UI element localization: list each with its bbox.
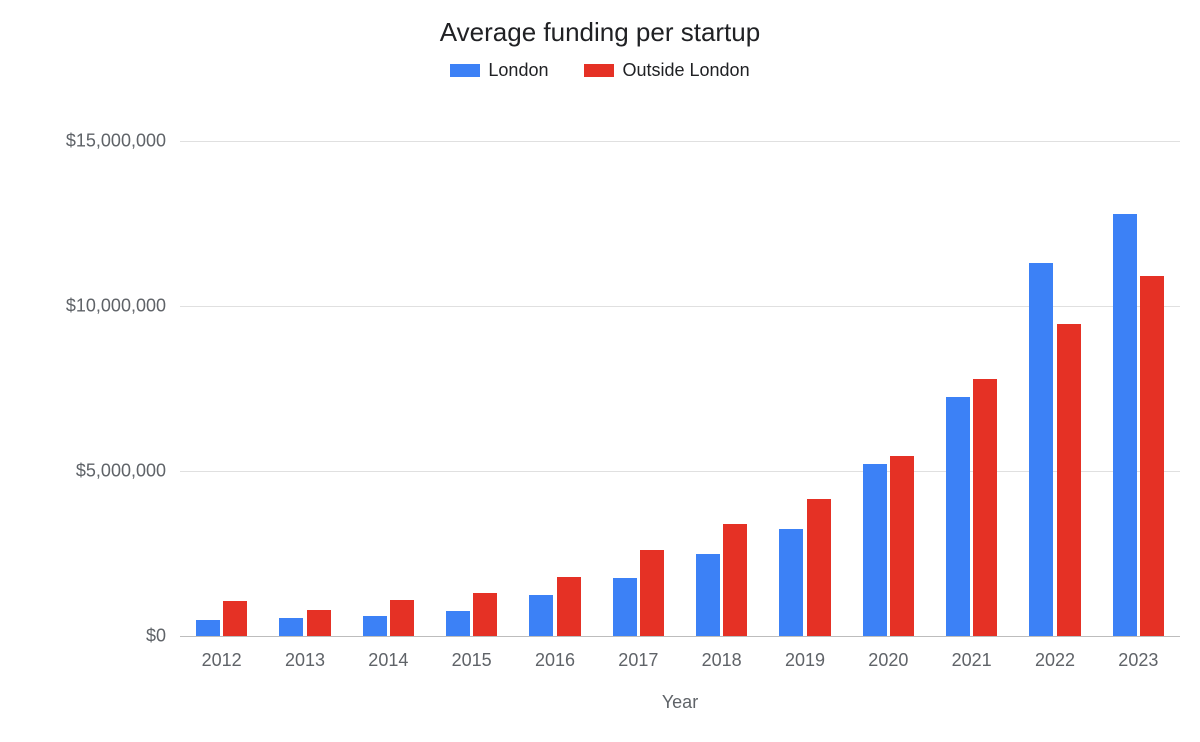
x-tick-label: 2016 [535,650,575,671]
bar [279,618,303,636]
x-tick-label: 2021 [952,650,992,671]
plot-area [180,108,1180,636]
bar [223,601,247,636]
legend-swatch [584,64,614,77]
bar [723,524,747,636]
bar [613,578,637,636]
bar [390,600,414,636]
chart-legend: London Outside London [0,60,1200,81]
bar [807,499,831,636]
bar [1113,214,1137,636]
bar [1140,276,1164,636]
gridline [180,141,1180,142]
y-tick-label: $15,000,000 [0,131,166,152]
bar [307,610,331,636]
legend-swatch [450,64,480,77]
x-tick-label: 2012 [202,650,242,671]
legend-label: London [488,60,548,81]
bar [557,577,581,636]
x-tick-label: 2017 [618,650,658,671]
x-tick-label: 2015 [452,650,492,671]
bar [863,464,887,636]
bar [973,379,997,636]
y-tick-label: $5,000,000 [0,461,166,482]
bar [473,593,497,636]
legend-label: Outside London [622,60,749,81]
bar [890,456,914,636]
bar [446,611,470,636]
y-tick-label: $10,000,000 [0,296,166,317]
bar [946,397,970,636]
bar [529,595,553,636]
bar [779,529,803,636]
x-tick-label: 2013 [285,650,325,671]
legend-item: London [450,60,548,81]
bar [196,620,220,637]
x-axis-baseline [180,636,1180,637]
bar [640,550,664,636]
chart-title: Average funding per startup [0,17,1200,48]
x-tick-label: 2018 [702,650,742,671]
x-tick-label: 2020 [868,650,908,671]
bar [1029,263,1053,636]
bar [363,616,387,636]
x-tick-label: 2022 [1035,650,1075,671]
x-tick-label: 2014 [368,650,408,671]
y-tick-label: $0 [0,626,166,647]
funding-bar-chart: Average funding per startup London Outsid… [0,0,1200,742]
x-tick-label: 2023 [1118,650,1158,671]
x-tick-label: 2019 [785,650,825,671]
bar [1057,324,1081,636]
x-axis-title: Year [180,692,1180,713]
legend-item: Outside London [584,60,749,81]
bar [696,554,720,637]
